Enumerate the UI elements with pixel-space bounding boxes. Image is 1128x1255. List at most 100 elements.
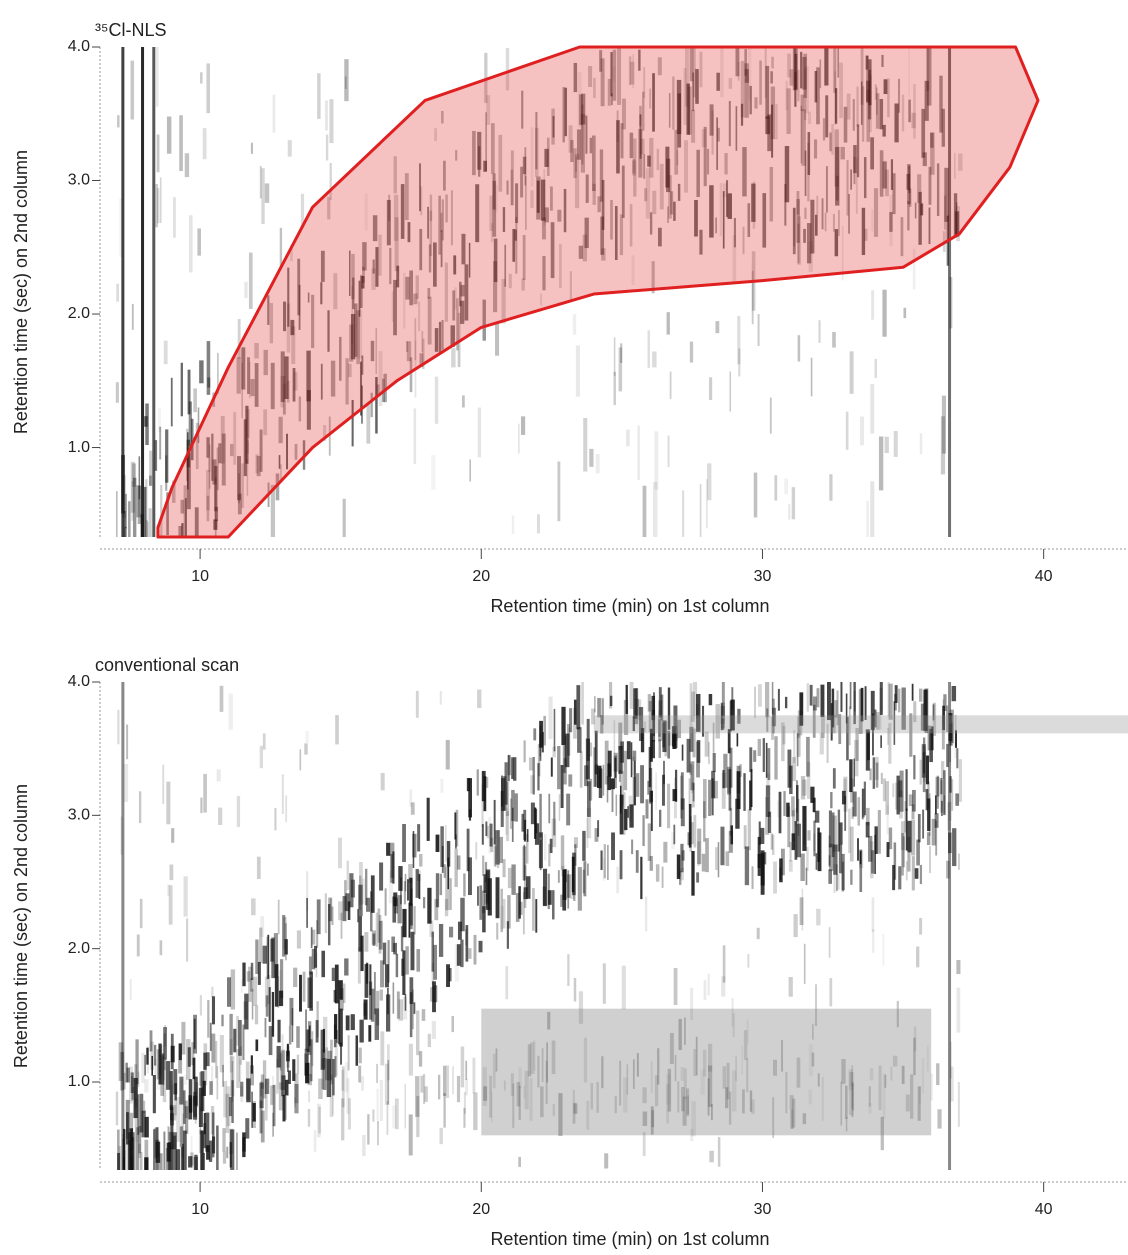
streak (679, 870, 682, 885)
streak (376, 1063, 379, 1084)
streak (610, 200, 613, 240)
streak (552, 746, 556, 758)
streak (434, 328, 439, 352)
streak (482, 299, 486, 341)
streak (902, 836, 905, 868)
streak (699, 51, 703, 88)
streak (282, 915, 286, 957)
streak (600, 58, 605, 107)
streak (578, 991, 584, 1024)
streak (300, 193, 305, 229)
streak (892, 864, 896, 891)
streak (687, 1095, 689, 1114)
streak (394, 217, 399, 272)
streak (824, 48, 829, 86)
streak (273, 933, 278, 978)
streak (648, 700, 652, 733)
streak (168, 1126, 170, 1141)
streak (828, 855, 831, 866)
streak (254, 363, 259, 407)
streak (283, 917, 287, 950)
streak (736, 771, 741, 810)
streak (559, 243, 562, 288)
streak (809, 684, 813, 706)
streak (913, 1037, 916, 1076)
streak (282, 375, 286, 414)
streak (409, 357, 413, 393)
streak (602, 764, 605, 796)
streak (167, 884, 170, 896)
streak (461, 233, 466, 265)
streak (423, 1074, 426, 1104)
streak (331, 906, 334, 926)
streak (681, 744, 684, 761)
streak (587, 863, 589, 876)
streak (562, 745, 566, 773)
streak (913, 701, 917, 723)
streak (878, 436, 884, 491)
streak (693, 815, 697, 848)
streak (764, 47, 767, 98)
streak (257, 961, 261, 985)
streak (434, 899, 439, 921)
streak (492, 173, 496, 210)
streak (278, 416, 283, 444)
streak (841, 225, 844, 281)
streak (703, 779, 707, 819)
streak (291, 326, 296, 365)
streak (630, 742, 633, 778)
streak (268, 1026, 273, 1056)
streak (589, 778, 593, 801)
streak (575, 155, 578, 173)
streak (477, 886, 479, 906)
streak (296, 1054, 300, 1074)
streak (952, 828, 957, 867)
streak (450, 325, 455, 347)
streak (353, 303, 358, 357)
streak (146, 1047, 149, 1065)
streak (569, 271, 572, 301)
streak (358, 916, 362, 952)
streak (264, 183, 270, 203)
streak (392, 982, 395, 1014)
streak (487, 878, 492, 916)
streak (328, 897, 333, 922)
streak (454, 848, 458, 888)
streak (728, 101, 731, 147)
streak (166, 492, 169, 536)
streak (692, 47, 696, 98)
streak (785, 1071, 788, 1114)
streak (431, 455, 436, 490)
streak (511, 807, 514, 842)
streak (356, 310, 360, 365)
streak (191, 1042, 195, 1066)
streak (527, 1044, 532, 1077)
streak (633, 760, 636, 806)
streak (138, 791, 142, 824)
streak (376, 990, 380, 1026)
streak (492, 180, 497, 237)
streak (308, 956, 312, 975)
streak (715, 321, 720, 334)
streak (398, 999, 403, 1021)
streak (607, 750, 612, 777)
streak (860, 47, 864, 105)
streak (732, 1013, 735, 1038)
streak (384, 1063, 389, 1105)
streak (340, 988, 344, 1011)
streak (156, 134, 160, 173)
streak (332, 1058, 335, 1096)
streak (892, 173, 896, 215)
streak (634, 688, 639, 725)
streak (242, 962, 246, 987)
streak (440, 778, 444, 793)
streak (812, 704, 816, 738)
streak (878, 1065, 882, 1111)
streak (460, 939, 464, 968)
streak (589, 742, 593, 757)
streak (139, 898, 143, 929)
streak (766, 708, 769, 732)
streak (385, 964, 389, 988)
streak (233, 1028, 237, 1053)
streak (727, 729, 731, 754)
